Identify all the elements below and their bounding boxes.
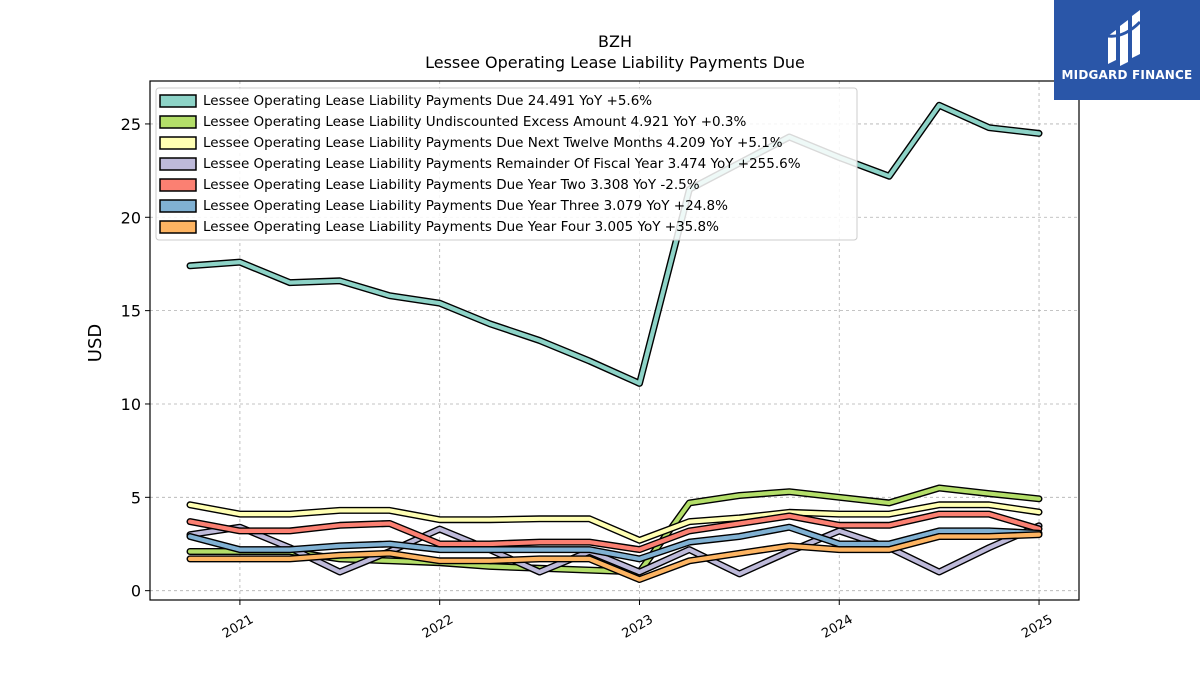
y-axis-label: USD	[85, 324, 106, 362]
legend-swatch	[159, 178, 197, 192]
legend-swatch	[159, 136, 197, 150]
y-axis: 0 5 10 15 20 25	[121, 115, 150, 601]
series-line-6	[187, 525, 1042, 562]
series-layer	[186, 101, 1043, 583]
series-line-1	[187, 103, 1042, 386]
legend-swatch	[159, 220, 197, 234]
legend-swatch	[159, 115, 197, 129]
x-tick-label: 2021	[220, 612, 256, 642]
legend-label: Lessee Operating Lease Liability Undisco…	[203, 114, 747, 130]
legend-label: Lessee Operating Lease Liability Payment…	[203, 177, 700, 193]
series-line-7	[187, 532, 1042, 582]
legend-label: Lessee Operating Lease Liability Payment…	[203, 93, 652, 109]
legend-label: Lessee Operating Lease Liability Payment…	[203, 219, 719, 235]
legend-swatch	[159, 199, 197, 213]
y-tick-label: 10	[121, 395, 141, 414]
x-axis: 2021 2022 2023 2024 2025	[220, 600, 1055, 642]
legend-swatch	[159, 157, 197, 171]
x-tick-label: 2023	[620, 612, 656, 642]
y-tick-label: 25	[121, 115, 141, 134]
x-tick-label: 2025	[1019, 612, 1055, 642]
y-tick-label: 5	[131, 488, 141, 507]
brand-logo: MIDGARD FINANCE	[1054, 0, 1200, 100]
legend-swatch	[159, 94, 197, 108]
chart-title: BZH	[598, 32, 632, 51]
x-tick-label: 2024	[819, 612, 855, 642]
plot-frame	[149, 80, 1080, 601]
x-tick-label: 2022	[420, 612, 456, 642]
legend-label: Lessee Operating Lease Liability Payment…	[203, 156, 801, 172]
legend-label: Lessee Operating Lease Liability Payment…	[203, 198, 728, 214]
series-line-4	[187, 523, 1042, 577]
chart-subtitle: Lessee Operating Lease Liability Payment…	[425, 53, 805, 72]
y-tick-label: 20	[121, 208, 141, 227]
logo-text: MIDGARD FINANCE	[1061, 68, 1193, 82]
series-line-5	[187, 511, 1042, 552]
legend-box	[155, 87, 858, 241]
series-line-3	[187, 502, 1042, 543]
midgard-logo-icon	[1107, 10, 1142, 66]
y-tick-label: 15	[121, 302, 141, 321]
y-tick-label: 0	[131, 582, 141, 601]
legend: Lessee Operating Lease Liability Payment…	[155, 87, 858, 241]
legend-label: Lessee Operating Lease Liability Payment…	[203, 135, 783, 151]
